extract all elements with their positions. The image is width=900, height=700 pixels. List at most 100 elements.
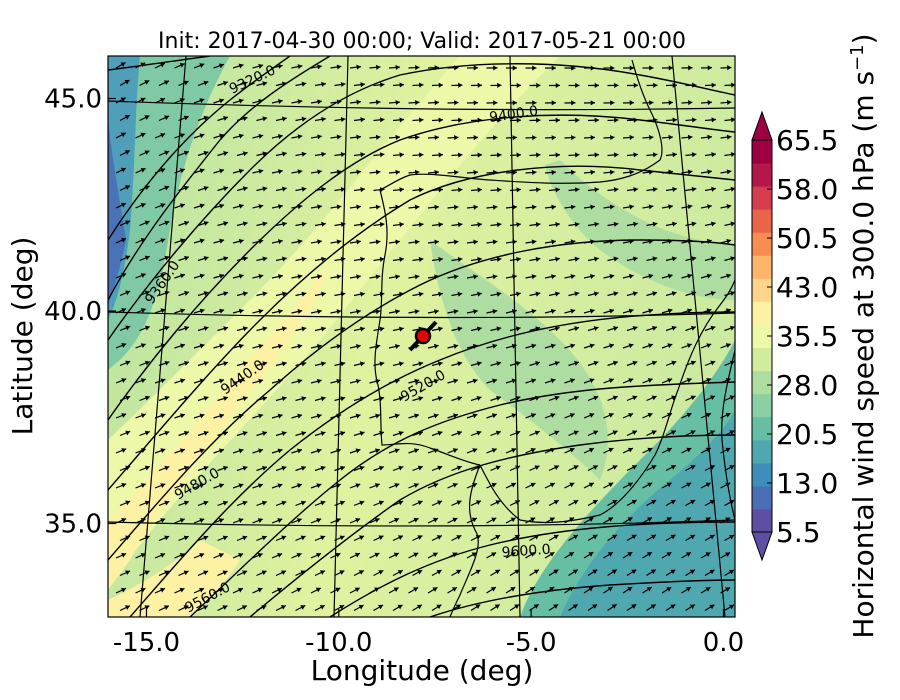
wind-arrow-head: [458, 82, 463, 88]
wind-arrow-head: [729, 395, 735, 401]
wind-arrow-head: [297, 169, 303, 175]
wind-arrow-head: [258, 378, 264, 384]
wind-arrow-head: [725, 587, 731, 592]
wind-arrow-head: [219, 343, 225, 349]
wind-arrow-head: [570, 343, 576, 349]
wind-arrow-head: [125, 430, 131, 436]
wind-arrow-head: [316, 552, 322, 558]
wind-arrow-head: [529, 587, 535, 592]
wind-arrow-head: [629, 239, 634, 245]
wind-arrow-head: [553, 534, 559, 540]
wind-arrow-head: [394, 448, 400, 454]
wind-arrow-head: [555, 187, 560, 193]
wind-arrow-head: [671, 360, 677, 366]
wind-arrow-head: [627, 587, 633, 592]
wind-arrow-head: [651, 465, 657, 470]
wind-arrow-head: [731, 82, 735, 88]
wind-arrow-head: [121, 413, 127, 418]
wind-arrow-head: [454, 100, 459, 106]
wind-arrow-head: [705, 517, 711, 522]
wind-arrow-head: [335, 587, 341, 593]
wind-arrow-head: [281, 291, 287, 297]
wind-arrow-head: [144, 290, 150, 296]
wind-arrow-head: [121, 517, 127, 523]
wind-arrow-head: [140, 167, 146, 173]
wind-arrow-head: [179, 62, 185, 68]
wind-arrow-head: [729, 360, 735, 366]
wind-arrow-head: [705, 587, 711, 592]
wind-arrow-head: [164, 360, 170, 366]
wind-arrow-head: [297, 413, 303, 419]
wind-arrow-head: [301, 256, 307, 262]
wind-arrow-head: [553, 500, 559, 505]
wind-arrow-head: [340, 81, 346, 88]
wind-arrow-head: [686, 343, 692, 349]
wind-arrow-head: [375, 99, 381, 105]
wind-arrow-head: [608, 447, 614, 453]
wind-arrow-head: [144, 570, 150, 576]
wind-arrow-head: [613, 187, 619, 193]
wind-arrow-head: [202, 605, 208, 610]
colorbar-segment: [752, 209, 772, 233]
wind-arrow-head: [340, 291, 346, 297]
wind-arrow-head: [199, 98, 205, 104]
wind-arrow-head: [571, 135, 576, 141]
wind-arrow-head: [262, 326, 268, 332]
wind-arrow-head: [570, 308, 576, 314]
wind-arrow-head: [262, 396, 268, 402]
wind-arrow-head: [140, 483, 146, 488]
wind-arrow-head: [670, 499, 676, 505]
wind-arrow-head: [516, 82, 521, 88]
wind-arrow-head: [278, 239, 283, 245]
wind-arrow-head: [301, 186, 307, 192]
y-tick-label: 45.0: [44, 85, 102, 115]
wind-arrow-head: [179, 203, 185, 209]
wind-arrow-head: [160, 552, 166, 558]
wind-arrow-head: [711, 152, 716, 158]
wind-arrow-head: [321, 221, 326, 227]
wind-arrow-head: [453, 413, 458, 419]
wind-arrow-head: [555, 256, 560, 262]
wind-arrow-head: [473, 135, 478, 141]
wind-arrow-head: [454, 65, 459, 71]
wind-arrow-head: [121, 308, 127, 313]
wind-arrow-head: [218, 553, 224, 558]
wind-arrow-head: [164, 115, 170, 121]
wind-arrow-head: [339, 465, 345, 471]
wind-arrow-head: [725, 343, 731, 348]
wind-arrow-head: [393, 587, 399, 592]
colorbar-segment: [752, 163, 772, 187]
wind-arrow-head: [297, 448, 302, 454]
wind-arrow-head: [183, 430, 189, 436]
wind-arrow-head: [199, 448, 205, 454]
wind-arrow-head: [476, 465, 482, 471]
wind-arrow-head: [475, 569, 481, 575]
wind-arrow-head: [456, 430, 462, 436]
wind-arrow-head: [144, 115, 150, 120]
wind-arrow-head: [160, 483, 166, 488]
colorbar-label-main: Horizontal wind speed at 300.0 hPa (m s: [847, 71, 880, 639]
wind-arrow-head: [457, 326, 463, 332]
wind-arrow-head: [530, 413, 536, 418]
wind-arrow-head: [534, 500, 540, 505]
wind-arrow-head: [709, 569, 715, 575]
wind-arrow-head: [321, 116, 326, 122]
wind-arrow-head: [632, 430, 637, 436]
wind-arrow-head: [164, 570, 170, 576]
wind-arrow-head: [493, 65, 498, 71]
wind-arrow-head: [608, 482, 614, 488]
wind-arrow-head: [593, 360, 599, 366]
wind-arrow-head: [379, 326, 385, 332]
wind-arrow-head: [726, 204, 732, 210]
wind-arrow-head: [647, 378, 653, 383]
wind-arrow-head: [453, 274, 459, 280]
wind-arrow-head: [340, 256, 346, 262]
wind-arrow-head: [238, 133, 244, 139]
wind-arrow-head: [317, 274, 322, 280]
wind-arrow-head: [316, 378, 322, 384]
wind-arrow-head: [632, 256, 638, 262]
wind-arrow-head: [709, 604, 715, 610]
wind-arrow-head: [203, 361, 209, 366]
wind-arrow-head: [570, 169, 576, 175]
wind-arrow-head: [339, 535, 345, 541]
